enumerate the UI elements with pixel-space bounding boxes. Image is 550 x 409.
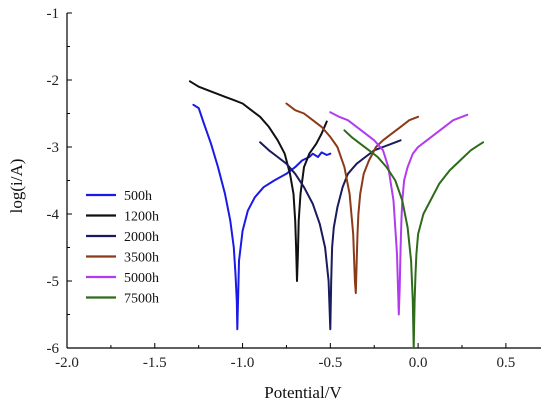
y-tick-label: -2	[47, 73, 60, 89]
y-axis-title: log(i/A)	[7, 159, 26, 214]
x-tick-label: -1.5	[143, 355, 167, 371]
y-tick-label: -4	[47, 207, 60, 223]
y-tick-label: -3	[47, 140, 60, 156]
axes-layer: -2.0 -1.5 -1.0 -0.5 0.0 0.5 -6 -5 -4 -3 -2 -1	[47, 6, 541, 371]
series-line-1200h	[188, 80, 328, 282]
x-tick-label: 0.0	[409, 355, 428, 371]
series-line-3500h	[285, 102, 420, 295]
series-line-500h	[192, 103, 332, 331]
series-line-7500h	[343, 129, 485, 349]
legend-label: 1200h	[124, 210, 159, 225]
x-tick-label: -1.0	[231, 355, 255, 371]
series-line-5000h	[329, 111, 469, 316]
y-tick-label: -5	[47, 274, 60, 290]
series-layer	[188, 80, 485, 349]
x-axis-title: Potential/V	[264, 383, 342, 402]
y-tick-label: -1	[47, 6, 60, 22]
legend-label: 7500h	[124, 292, 159, 307]
legend-label: 3500h	[124, 251, 159, 266]
series-line-2000h	[259, 139, 402, 331]
y-tick-label: -6	[47, 341, 60, 357]
x-tick-label: -0.5	[318, 355, 342, 371]
legend-label: 2000h	[124, 230, 159, 245]
legend: 500h 1200h 2000h 3500h 5000h 7500h	[86, 189, 159, 307]
legend-label: 5000h	[124, 271, 159, 286]
x-tick-label: 0.5	[497, 355, 516, 371]
x-tick-label: -2.0	[55, 355, 79, 371]
legend-label: 500h	[124, 189, 152, 204]
